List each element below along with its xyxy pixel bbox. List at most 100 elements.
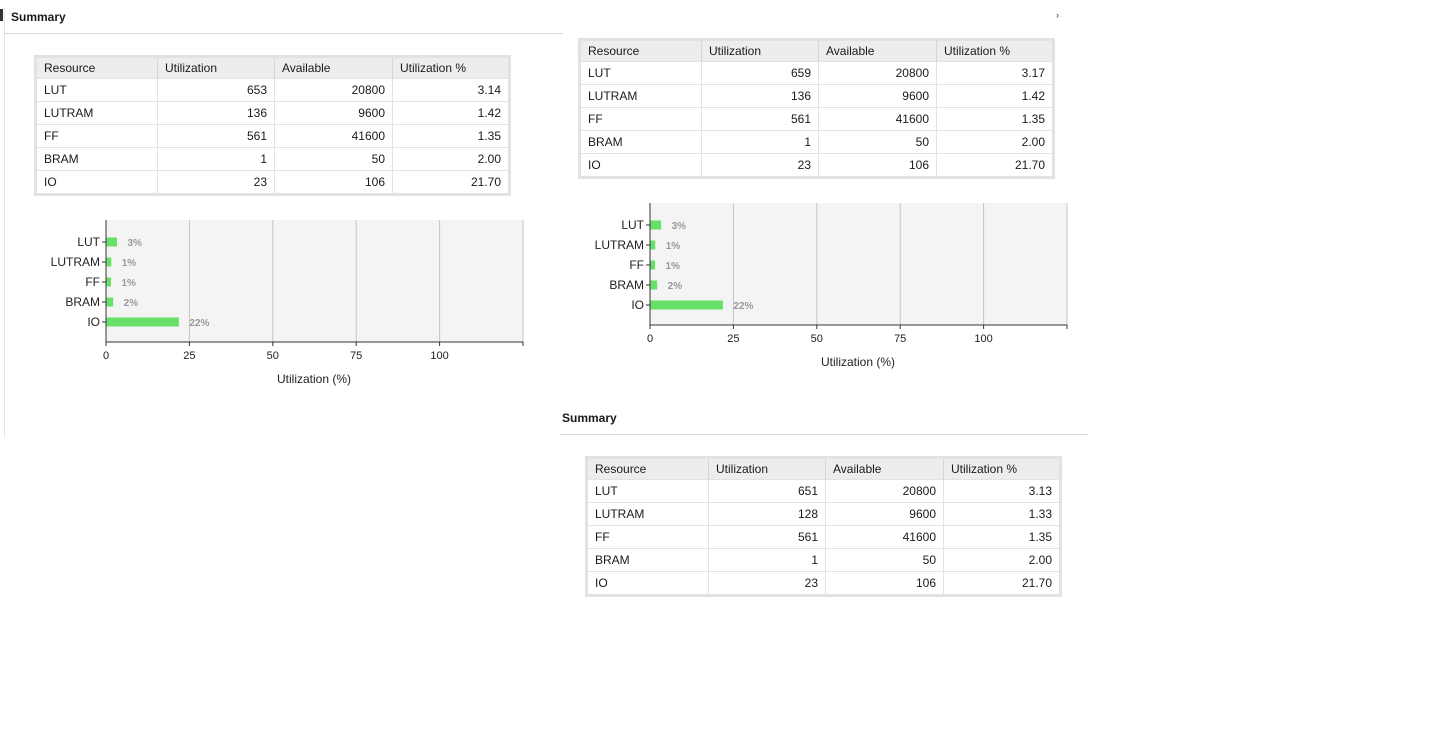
table-row[interactable]: FF 561 41600 1.35 — [586, 525, 1061, 549]
cell-utilization: 1 — [708, 548, 826, 572]
cell-utilization: 561 — [701, 107, 819, 131]
table-row[interactable]: IO 23 106 21.70 — [579, 153, 1054, 178]
collapse-handle-icon[interactable] — [0, 9, 3, 21]
column-header-utilization-percent[interactable]: Utilization % — [392, 56, 510, 79]
cell-resource: LUT — [586, 479, 709, 503]
table-row[interactable]: BRAM 1 50 2.00 — [579, 130, 1054, 154]
utilization-table: Resource Utilization Available Utilizati… — [578, 38, 1055, 179]
column-header-utilization[interactable]: Utilization — [701, 39, 819, 62]
bar-lut[interactable] — [650, 220, 662, 230]
table-row[interactable]: LUTRAM 136 9600 1.42 — [35, 101, 510, 125]
bar-value-label: 3% — [127, 238, 142, 249]
cell-available: 9600 — [825, 502, 944, 526]
cell-resource: LUT — [579, 61, 702, 85]
table-row[interactable]: IO 23 106 21.70 — [586, 571, 1061, 596]
cell-utilization-percent: 1.42 — [392, 101, 510, 125]
bar-value-label: 2% — [124, 298, 139, 309]
cell-available: 50 — [825, 548, 944, 572]
cell-resource: IO — [35, 170, 158, 195]
bar-ff[interactable] — [650, 260, 656, 270]
bar-lutram[interactable] — [106, 257, 112, 267]
panel-title: Summary — [11, 10, 66, 24]
bar-io[interactable] — [106, 317, 179, 327]
panel-title-divider — [560, 434, 1088, 435]
bar-value-label: 1% — [122, 278, 137, 289]
bar-value-label: 2% — [668, 281, 683, 292]
cell-available: 9600 — [818, 84, 937, 108]
column-header-available[interactable]: Available — [274, 56, 393, 79]
cell-resource: FF — [35, 124, 158, 148]
cell-resource: FF — [586, 525, 709, 549]
table-row[interactable]: LUT 653 20800 3.14 — [35, 78, 510, 102]
cell-resource: IO — [579, 153, 702, 178]
cell-utilization: 23 — [701, 153, 819, 178]
cell-available: 9600 — [274, 101, 393, 125]
column-header-resource[interactable]: Resource — [35, 56, 158, 79]
bar-bram[interactable] — [106, 297, 114, 307]
column-header-utilization-percent[interactable]: Utilization % — [936, 39, 1054, 62]
table-header-row: Resource Utilization Available Utilizati… — [586, 457, 1061, 480]
cell-utilization-percent: 21.70 — [936, 153, 1054, 178]
cell-available: 20800 — [818, 61, 937, 85]
y-category-label: IO — [87, 315, 100, 329]
x-tick-label: 25 — [183, 350, 195, 362]
cell-available: 106 — [818, 153, 937, 178]
table-header-row: Resource Utilization Available Utilizati… — [579, 39, 1054, 62]
bar-ff[interactable] — [106, 277, 112, 287]
cell-resource: BRAM — [579, 130, 702, 154]
cell-resource: BRAM — [586, 548, 709, 572]
column-header-available[interactable]: Available — [818, 39, 937, 62]
cell-utilization-percent: 1.35 — [392, 124, 510, 148]
cell-available: 106 — [274, 170, 393, 195]
cell-utilization: 136 — [157, 101, 275, 125]
bar-bram[interactable] — [650, 280, 658, 290]
bar-lut[interactable] — [106, 237, 117, 247]
table-row[interactable]: LUT 651 20800 3.13 — [586, 479, 1061, 503]
x-tick-label: 75 — [350, 350, 362, 362]
cell-utilization-percent: 3.13 — [943, 479, 1061, 503]
cell-resource: IO — [586, 571, 709, 596]
cell-utilization: 1 — [701, 130, 819, 154]
column-header-available[interactable]: Available — [825, 457, 944, 480]
column-header-utilization[interactable]: Utilization — [708, 457, 826, 480]
cell-utilization: 561 — [157, 124, 275, 148]
table-row[interactable]: FF 561 41600 1.35 — [579, 107, 1054, 131]
cell-resource: LUTRAM — [579, 84, 702, 108]
column-header-utilization[interactable]: Utilization — [157, 56, 275, 79]
table-row[interactable]: BRAM 1 50 2.00 — [586, 548, 1061, 572]
cell-utilization-percent: 3.17 — [936, 61, 1054, 85]
x-tick-label: 25 — [727, 333, 739, 345]
y-category-label: LUTRAM — [51, 255, 100, 269]
table-row[interactable]: LUT 659 20800 3.17 — [579, 61, 1054, 85]
bar-value-label: 3% — [672, 221, 687, 232]
x-tick-label: 0 — [103, 350, 109, 362]
cell-utilization: 561 — [708, 525, 826, 549]
table-row[interactable]: LUTRAM 128 9600 1.33 — [586, 502, 1061, 526]
table-row[interactable]: FF 561 41600 1.35 — [35, 124, 510, 148]
column-header-resource[interactable]: Resource — [586, 457, 709, 480]
column-header-utilization-percent[interactable]: Utilization % — [943, 457, 1061, 480]
utilization-bar-chart: 0 25 50 75 100 Utilization (%) LUT 3% LUTRAM 1% FF… — [51, 220, 524, 386]
table-row[interactable]: IO 23 106 21.70 — [35, 170, 510, 195]
x-axis-label: Utilization (%) — [277, 372, 351, 386]
x-tick-label: 0 — [647, 333, 653, 345]
cell-available: 50 — [274, 147, 393, 171]
cell-available: 20800 — [825, 479, 944, 503]
chevron-right-icon[interactable]: › — [1056, 10, 1059, 20]
utilization-bar-chart: 0 25 50 75 100 Utilization (%) LUT 3% LUTRAM 1% FF… — [595, 203, 1068, 369]
table-row[interactable]: LUTRAM 136 9600 1.42 — [579, 84, 1054, 108]
cell-available: 41600 — [274, 124, 393, 148]
cell-utilization-percent: 2.00 — [943, 548, 1061, 572]
cell-resource: FF — [579, 107, 702, 131]
cell-resource: LUT — [35, 78, 158, 102]
x-tick-label: 75 — [894, 333, 906, 345]
bar-io[interactable] — [650, 300, 723, 310]
column-header-resource[interactable]: Resource — [579, 39, 702, 62]
cell-utilization: 23 — [157, 170, 275, 195]
cell-available: 106 — [825, 571, 944, 596]
y-category-label: IO — [631, 298, 644, 312]
x-tick-label: 100 — [430, 350, 448, 362]
cell-utilization-percent: 1.35 — [943, 525, 1061, 549]
table-row[interactable]: BRAM 1 50 2.00 — [35, 147, 510, 171]
bar-lutram[interactable] — [650, 240, 656, 250]
